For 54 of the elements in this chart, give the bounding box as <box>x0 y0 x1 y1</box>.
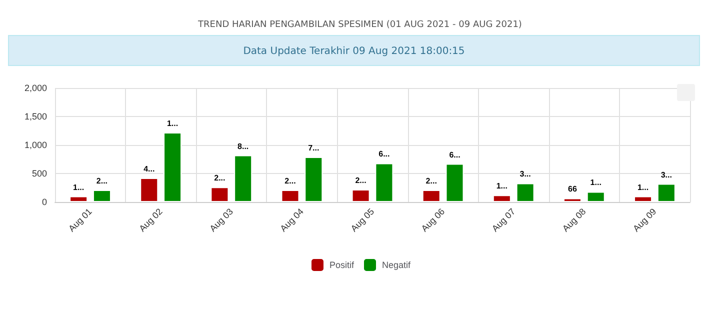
data-label: 1... <box>166 118 178 128</box>
data-label: 2... <box>214 174 226 183</box>
bar <box>352 189 370 202</box>
x-tick-label: Aug 03 <box>208 206 235 234</box>
bar <box>304 156 323 202</box>
x-tick-label: Aug 08 <box>560 206 588 234</box>
bar <box>657 184 676 202</box>
chart-subtitle: Data Update Terakhir 09 Aug 2021 18:00:15 <box>8 35 700 66</box>
x-tick-label: Aug 01 <box>66 206 94 234</box>
data-label: 6... <box>449 150 460 160</box>
data-label: 2... <box>426 176 437 186</box>
data-label: 3... <box>660 170 672 180</box>
y-tick-label: 2,000 <box>24 83 47 93</box>
y-tick-label: 1,500 <box>24 112 47 122</box>
data-label: 2... <box>355 176 366 185</box>
x-tick-label: Aug 05 <box>348 206 376 234</box>
x-tick-label: Aug 02 <box>137 206 164 234</box>
bar <box>375 163 394 202</box>
bar <box>92 190 111 202</box>
bar <box>586 192 605 202</box>
data-label: 1... <box>637 182 649 192</box>
x-tick-label: Aug 06 <box>419 206 447 234</box>
data-label: 2... <box>284 176 296 186</box>
y-tick-label: 500 <box>32 168 47 178</box>
bar <box>492 195 511 202</box>
data-label: 3... <box>520 170 531 179</box>
y-tick-label: 0 <box>42 197 47 207</box>
y-tick-label: 1,000 <box>24 140 47 150</box>
bar <box>446 164 464 202</box>
data-label: 2... <box>96 176 108 186</box>
bar <box>422 190 440 202</box>
data-label: 6... <box>378 150 390 159</box>
bar <box>164 132 182 202</box>
x-tick-label: Aug 09 <box>631 206 658 234</box>
bar <box>634 196 652 202</box>
legend-label: Positif <box>329 260 354 270</box>
data-label: 1... <box>496 182 508 191</box>
legend-label: Negatif <box>382 260 412 270</box>
bar <box>70 196 88 202</box>
data-label: 66 <box>568 184 578 194</box>
bar <box>563 198 582 202</box>
bar <box>516 183 534 202</box>
data-label: 4... <box>144 164 155 174</box>
bar <box>281 190 300 202</box>
data-label: 7... <box>308 143 320 152</box>
x-tick-label: Aug 04 <box>278 206 306 234</box>
x-tick-label: Aug 07 <box>490 206 518 234</box>
chart-title: TREND HARIAN PENGAMBILAN SPESIMEN (01 AUG 2021 - 09 AUG 2021) <box>197 20 523 30</box>
bar <box>210 187 229 202</box>
data-label: 1... <box>590 178 602 188</box>
bar <box>140 178 158 202</box>
bar <box>234 155 252 202</box>
data-label: 1... <box>73 182 84 192</box>
data-label: 8... <box>238 142 249 151</box>
